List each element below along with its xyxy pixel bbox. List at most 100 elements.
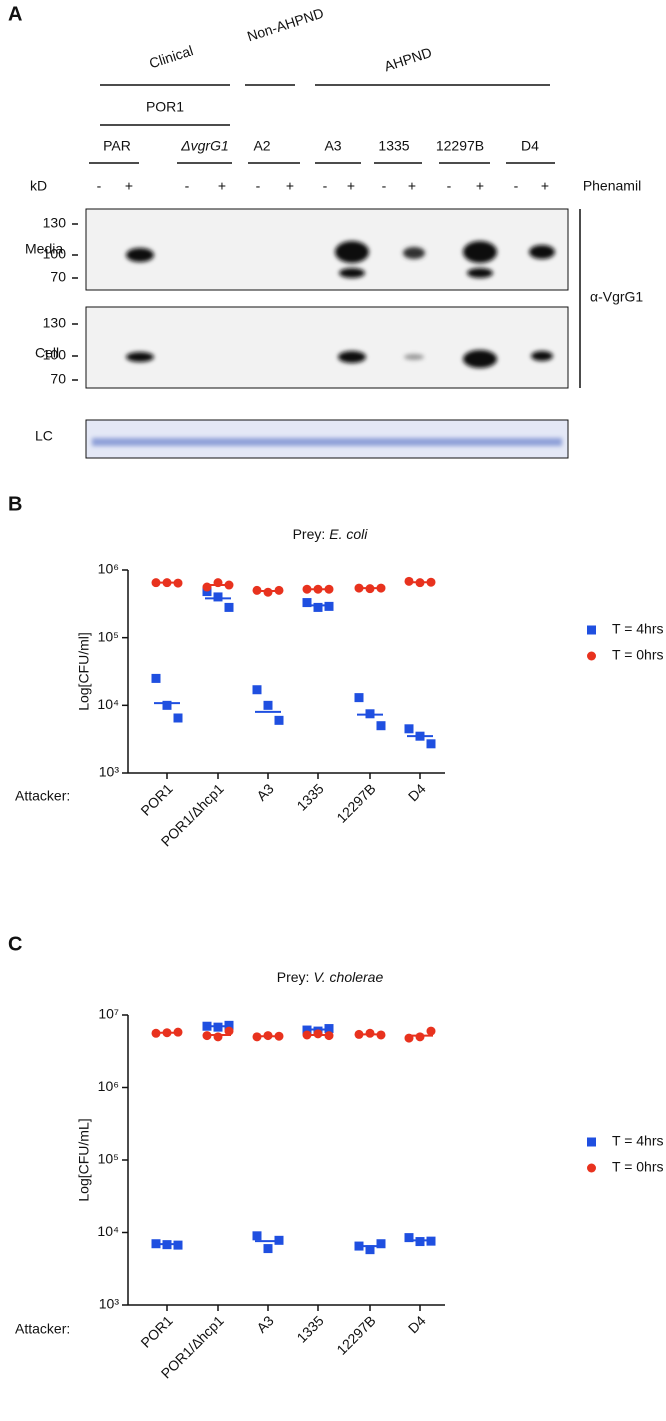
legend-marker bbox=[587, 1137, 596, 1147]
group-label: AHPND bbox=[382, 44, 434, 74]
point bbox=[202, 582, 212, 592]
x-tick-label: 12297B bbox=[333, 780, 378, 825]
strain-label: A2 bbox=[253, 138, 270, 154]
y-tick-label: 10⁴ bbox=[97, 696, 119, 712]
strain-label: 12297B bbox=[436, 138, 484, 154]
strain-label: D4 bbox=[521, 138, 539, 154]
x-tick-label: A3 bbox=[253, 1312, 277, 1336]
x-tick-label: D4 bbox=[405, 780, 429, 804]
mw-label: 100 bbox=[43, 246, 67, 262]
x-tick-label: 1335 bbox=[293, 1312, 326, 1345]
y-axis-label: Log[CFU/ml] bbox=[76, 632, 92, 711]
legend-marker bbox=[587, 625, 596, 635]
point bbox=[162, 700, 172, 710]
sign: - bbox=[185, 178, 190, 194]
point bbox=[263, 587, 273, 597]
y-tick-label: 10⁶ bbox=[98, 561, 119, 577]
point bbox=[202, 587, 212, 597]
blot-label: Cell bbox=[35, 345, 59, 361]
title-part: Prey: bbox=[277, 969, 310, 985]
treatment-label: Phenamil bbox=[583, 178, 641, 194]
point bbox=[376, 721, 386, 731]
blot-cell bbox=[85, 306, 569, 389]
point bbox=[365, 1028, 375, 1038]
x-tick-label: D4 bbox=[405, 1312, 429, 1336]
sign: + bbox=[125, 178, 133, 194]
y-tick-label: 10⁵ bbox=[98, 628, 119, 644]
sign: + bbox=[541, 178, 549, 194]
point bbox=[302, 598, 312, 608]
antibody-label: α-VgrG1 bbox=[590, 289, 643, 305]
x-tick-label: A3 bbox=[253, 780, 277, 804]
strain-label: A3 bbox=[324, 138, 341, 154]
group-label: Clinical bbox=[147, 42, 195, 71]
x-tick-label: 1335 bbox=[293, 780, 326, 813]
point bbox=[426, 739, 436, 749]
loading-label: LC bbox=[35, 428, 53, 444]
sign: - bbox=[447, 178, 452, 194]
legend-label: T = 0hrs bbox=[612, 1159, 664, 1175]
mw-label: 130 bbox=[43, 215, 67, 231]
legend-marker bbox=[587, 651, 596, 661]
point bbox=[263, 700, 273, 710]
point bbox=[376, 1239, 386, 1249]
title-part: E. coli bbox=[329, 526, 368, 542]
y-tick-label: 10⁴ bbox=[97, 1223, 119, 1239]
chart-title: Prey: V. cholerae bbox=[277, 969, 384, 985]
point bbox=[404, 1233, 414, 1243]
title-part: V. cholerae bbox=[313, 969, 383, 985]
point bbox=[151, 673, 161, 683]
x-tick-label: POR1 bbox=[137, 1312, 175, 1350]
mw-label: 100 bbox=[43, 347, 67, 363]
x-axis-label: Attacker: bbox=[15, 1321, 70, 1337]
point bbox=[365, 1245, 375, 1255]
legend-label: T = 0hrs bbox=[612, 647, 664, 663]
strain-label: 1335 bbox=[378, 138, 409, 154]
x-axis-label: Attacker: bbox=[15, 788, 70, 804]
panel-a: A Clinical Non-AHPND AHPND POR1 kD Phena… bbox=[8, 3, 643, 459]
y-tick-label: 10⁷ bbox=[98, 1006, 119, 1022]
point bbox=[213, 592, 223, 602]
sign: - bbox=[323, 178, 328, 194]
sign: + bbox=[347, 178, 355, 194]
point bbox=[252, 685, 262, 695]
legend-marker bbox=[587, 1163, 596, 1173]
point bbox=[224, 1026, 234, 1036]
y-tick-label: 10⁵ bbox=[98, 1151, 119, 1167]
strain-label: ΔvgrG1 bbox=[180, 138, 229, 154]
sign: + bbox=[218, 178, 226, 194]
kd-label: kD bbox=[30, 178, 47, 194]
point bbox=[426, 1026, 436, 1036]
bands bbox=[92, 241, 562, 446]
panel-label: B bbox=[8, 493, 22, 515]
sign: + bbox=[476, 178, 484, 194]
subgroup-label: POR1 bbox=[146, 99, 184, 115]
panel-label: A bbox=[8, 3, 22, 25]
point bbox=[415, 1032, 425, 1042]
chart-title: Prey: E. coli bbox=[293, 526, 369, 542]
point bbox=[415, 1237, 425, 1247]
mw-label: 130 bbox=[43, 315, 67, 331]
legend-label: T = 4hrs bbox=[612, 621, 664, 637]
sign: + bbox=[286, 178, 294, 194]
point bbox=[213, 1032, 223, 1042]
mw-label: 70 bbox=[50, 371, 66, 387]
x-tick-label: 12297B bbox=[333, 1312, 378, 1357]
y-tick-label: 10³ bbox=[99, 1296, 120, 1312]
y-tick-label: 10⁶ bbox=[98, 1078, 119, 1094]
point bbox=[252, 1231, 262, 1241]
point bbox=[263, 1244, 273, 1254]
title-part: Prey: bbox=[293, 526, 326, 542]
sign: - bbox=[514, 178, 519, 194]
point bbox=[173, 713, 183, 723]
blot-label: Media bbox=[25, 241, 63, 257]
point bbox=[224, 602, 234, 612]
point bbox=[313, 1029, 323, 1039]
y-axis-label: Log[CFU/mL] bbox=[76, 1118, 92, 1201]
x-tick-label: POR1 bbox=[137, 780, 175, 818]
legend-label: T = 4hrs bbox=[612, 1133, 664, 1149]
point bbox=[404, 724, 414, 734]
strain-label: PAR bbox=[103, 138, 131, 154]
point bbox=[313, 602, 323, 612]
